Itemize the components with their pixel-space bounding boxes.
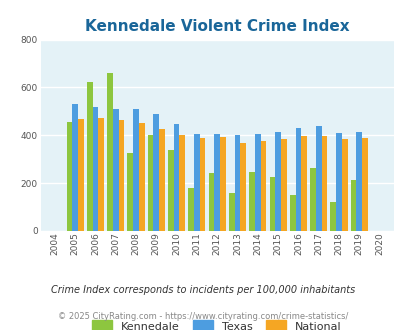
Bar [220, 137, 225, 231]
Bar [289, 195, 295, 231]
Bar [188, 188, 194, 231]
Bar [208, 173, 214, 231]
Bar [66, 122, 72, 231]
Bar [280, 139, 286, 231]
Bar [315, 126, 321, 231]
Bar [179, 135, 185, 231]
Title: Kennedale Violent Crime Index: Kennedale Violent Crime Index [85, 19, 349, 34]
Bar [173, 124, 179, 231]
Bar [234, 135, 240, 231]
Bar [301, 136, 306, 231]
Bar [269, 177, 275, 231]
Bar [295, 128, 301, 231]
Bar [350, 180, 356, 231]
Bar [92, 107, 98, 231]
Bar [159, 129, 164, 231]
Bar [321, 136, 326, 231]
Bar [98, 118, 104, 231]
Bar [199, 138, 205, 231]
Text: Crime Index corresponds to incidents per 100,000 inhabitants: Crime Index corresponds to incidents per… [51, 285, 354, 295]
Bar [260, 141, 266, 231]
Bar [139, 123, 144, 231]
Bar [214, 134, 220, 231]
Bar [330, 202, 335, 231]
Bar [118, 120, 124, 231]
Bar [254, 134, 260, 231]
Bar [72, 104, 78, 231]
Bar [147, 135, 153, 231]
Bar [341, 139, 347, 231]
Text: © 2025 CityRating.com - https://www.cityrating.com/crime-statistics/: © 2025 CityRating.com - https://www.city… [58, 312, 347, 321]
Bar [113, 109, 118, 231]
Bar [361, 138, 367, 231]
Bar [228, 193, 234, 231]
Bar [107, 73, 113, 231]
Bar [249, 172, 254, 231]
Bar [356, 132, 361, 231]
Bar [194, 134, 199, 231]
Bar [168, 150, 173, 231]
Bar [153, 114, 159, 231]
Bar [133, 109, 139, 231]
Bar [87, 82, 92, 231]
Bar [335, 133, 341, 231]
Legend: Kennedale, Texas, National: Kennedale, Texas, National [89, 317, 344, 330]
Bar [309, 168, 315, 231]
Bar [78, 119, 83, 231]
Bar [240, 143, 245, 231]
Bar [127, 153, 133, 231]
Bar [275, 132, 280, 231]
